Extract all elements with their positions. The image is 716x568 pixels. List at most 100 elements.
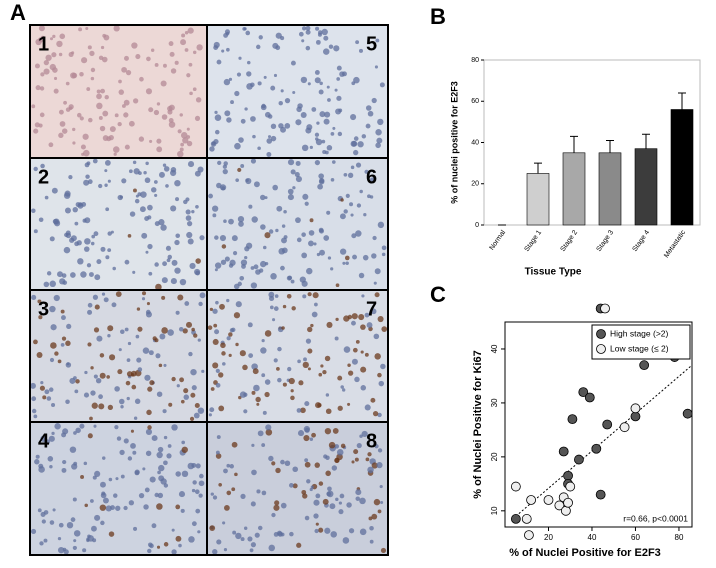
cell	[371, 253, 377, 259]
cell	[314, 159, 321, 166]
cell	[194, 170, 201, 177]
cell	[218, 405, 225, 412]
cell	[213, 323, 218, 328]
cell	[374, 444, 379, 449]
cell	[189, 91, 193, 96]
point	[521, 514, 532, 524]
cell	[263, 75, 267, 79]
cell	[355, 40, 360, 45]
cell	[151, 187, 157, 193]
cell	[49, 236, 55, 242]
cell	[104, 169, 108, 173]
cell	[85, 27, 89, 31]
cell	[185, 215, 192, 221]
cell	[88, 117, 93, 123]
cell	[243, 27, 247, 31]
point	[619, 422, 630, 433]
cell	[281, 326, 285, 330]
cell	[74, 389, 79, 394]
cell	[48, 142, 54, 148]
cell	[273, 504, 280, 511]
cell	[234, 90, 240, 97]
cell	[338, 108, 343, 113]
cell	[271, 512, 276, 518]
cell	[63, 192, 71, 199]
cell	[208, 413, 212, 417]
cell	[42, 395, 47, 400]
cell	[94, 514, 101, 521]
cell	[268, 135, 272, 139]
cell	[98, 403, 105, 410]
cell	[327, 256, 332, 260]
cell	[212, 362, 219, 369]
cell	[352, 254, 358, 260]
point	[602, 419, 613, 430]
cell	[328, 441, 336, 449]
cell	[343, 346, 351, 353]
cell	[377, 118, 384, 126]
cell	[313, 513, 319, 519]
micrograph	[30, 290, 207, 422]
cell	[94, 304, 100, 310]
cell	[148, 107, 154, 113]
cell	[90, 499, 94, 503]
cell	[358, 48, 363, 53]
cell	[315, 137, 319, 141]
cell	[228, 263, 234, 268]
cell	[162, 261, 168, 267]
cell	[100, 481, 106, 488]
cell	[181, 470, 189, 478]
cell	[79, 72, 84, 77]
cell	[194, 268, 201, 275]
cell	[272, 318, 276, 322]
cell	[157, 470, 161, 475]
cell	[374, 292, 380, 298]
cell	[359, 497, 366, 505]
cell	[273, 73, 278, 78]
cell	[218, 482, 222, 487]
cell	[313, 499, 320, 506]
cell	[116, 436, 122, 441]
scatter-chart: 20 40 60 80 10 20 30 40 High stage (>2) Low stage…	[472, 303, 693, 559]
cell	[251, 469, 257, 476]
cell	[83, 149, 90, 157]
cell	[136, 357, 142, 363]
cell	[301, 252, 308, 259]
cell	[296, 542, 302, 548]
cell	[360, 324, 366, 330]
cell	[118, 398, 125, 405]
cell	[161, 327, 168, 334]
cell	[290, 279, 295, 284]
cell	[142, 347, 150, 354]
cell	[275, 467, 281, 474]
cell	[39, 541, 44, 546]
cell	[275, 32, 282, 39]
cell	[189, 262, 196, 270]
cell	[134, 398, 141, 405]
cell	[57, 546, 65, 554]
cell	[266, 152, 272, 157]
cell	[81, 152, 85, 156]
bar	[562, 152, 586, 226]
cell	[180, 132, 188, 139]
cell	[147, 425, 152, 430]
cell	[132, 160, 137, 165]
cell	[38, 123, 43, 128]
micrograph-label: 8	[366, 430, 377, 452]
cell	[280, 502, 287, 509]
cell	[133, 416, 138, 420]
micrograph-label: 6	[366, 166, 377, 188]
cell	[235, 178, 239, 182]
cell	[60, 309, 65, 314]
cell	[94, 274, 101, 281]
cell	[83, 179, 90, 186]
cell	[235, 342, 239, 347]
cell	[36, 352, 43, 358]
cell	[260, 224, 266, 230]
cell	[215, 382, 221, 388]
cell	[249, 548, 254, 553]
cell	[83, 392, 90, 398]
cell	[366, 322, 373, 328]
cell	[74, 221, 79, 226]
